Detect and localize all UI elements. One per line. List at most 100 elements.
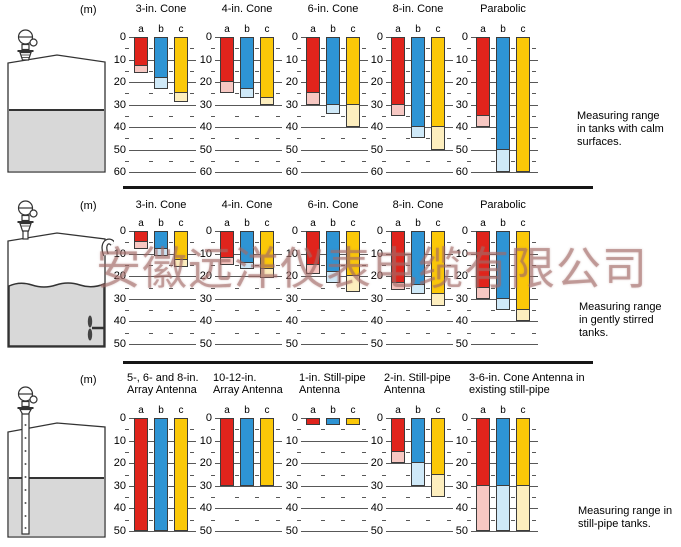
minor-tick [276, 497, 280, 499]
chart-title: 5-, 6- and 8-in. [127, 372, 199, 384]
minor-tick [321, 264, 325, 266]
minor-tick [406, 287, 410, 289]
bar-letter: b [158, 405, 164, 416]
minor-tick [321, 287, 325, 289]
minor-tick [382, 519, 386, 521]
minor-tick [467, 474, 471, 476]
bar-letter: c [178, 405, 184, 416]
bar-b-extended [496, 297, 510, 311]
axis-label: 20 [370, 457, 383, 470]
axis-label: 0 [291, 31, 298, 43]
bar-a-solid [476, 418, 490, 486]
bar-c-solid [346, 37, 360, 105]
axis-label: 30 [370, 98, 383, 111]
bar-a-extended [391, 281, 405, 290]
axis-label: 60 [455, 166, 468, 178]
caption-still-pipe-tanks: Measuring range in still-pipe tanks. [578, 505, 673, 531]
bar-c-solid [346, 418, 360, 425]
minor-tick [426, 160, 430, 162]
gridline [129, 172, 196, 173]
bar-letter: b [415, 24, 421, 35]
radar-transmitter-icon [17, 386, 38, 415]
gridline [215, 172, 282, 173]
minor-tick [447, 70, 451, 72]
axis-label: 0 [205, 225, 212, 237]
minor-tick [235, 429, 239, 431]
axis-label: 10 [199, 247, 212, 260]
gridline [301, 37, 308, 38]
minor-tick [362, 474, 366, 476]
axis-label: 10 [285, 434, 298, 447]
bar-c-solid [431, 231, 445, 295]
minor-tick [321, 310, 325, 312]
minor-tick [382, 429, 386, 431]
bar-c-extended [346, 103, 360, 127]
bar-a-extended [476, 286, 490, 299]
minor-tick [255, 115, 259, 117]
bar-a-solid [306, 37, 320, 94]
gridline [215, 344, 282, 345]
minor-tick [362, 310, 366, 312]
bar-b-solid [240, 231, 254, 263]
minor-tick [511, 138, 515, 140]
minor-tick [382, 138, 386, 140]
minor-tick [149, 93, 153, 95]
minor-tick [255, 160, 259, 162]
minor-tick [125, 310, 129, 312]
bar-c-extended [431, 126, 445, 150]
bar-letter: a [480, 218, 486, 229]
bar-b-solid [496, 37, 510, 150]
bar-letter: a [138, 24, 144, 35]
gridline [386, 37, 393, 38]
axis-label: 60 [285, 166, 298, 178]
axis-label: 50 [285, 143, 298, 156]
bar-b-solid [154, 231, 168, 250]
gridline [386, 149, 453, 151]
bar-b-solid [496, 418, 510, 486]
radar-transmitter-icon [17, 200, 38, 240]
minor-tick [297, 287, 301, 289]
bar-b-solid [326, 37, 340, 105]
bar-b-extended [411, 462, 425, 486]
axis-label: 20 [455, 76, 468, 88]
bar-letter: c [264, 24, 270, 35]
bar-a-solid [391, 418, 405, 452]
minor-tick [149, 429, 153, 431]
minor-tick [276, 138, 280, 140]
minor-tick [297, 519, 301, 521]
minor-tick [149, 115, 153, 117]
minor-tick [125, 474, 129, 476]
minor-tick [341, 332, 345, 334]
axis-label: 60 [370, 166, 383, 178]
minor-tick [297, 310, 301, 312]
axis-label: 10 [455, 247, 468, 260]
bar-b-solid [154, 418, 168, 531]
minor-tick [211, 115, 215, 117]
minor-tick [297, 264, 301, 266]
minor-tick [426, 48, 430, 50]
minor-tick [491, 264, 495, 266]
bar-c-solid [260, 418, 274, 486]
minor-tick [149, 310, 153, 312]
axis-label: 40 [199, 315, 212, 328]
axis-label: 20 [199, 270, 212, 283]
minor-tick [169, 519, 173, 521]
bar-letter: a [224, 405, 230, 416]
minor-tick [169, 93, 173, 95]
minor-tick [426, 332, 430, 334]
bar-letter: b [244, 218, 250, 229]
bar-b-extended [240, 87, 254, 98]
minor-tick [125, 287, 129, 289]
gridline [215, 298, 282, 300]
minor-tick [169, 497, 173, 499]
bar-c-solid [516, 231, 530, 311]
bar-c-solid [174, 37, 188, 94]
minor-tick [491, 93, 495, 95]
minor-tick [467, 115, 471, 117]
axis-label: 20 [285, 457, 298, 470]
gridline [129, 127, 196, 128]
axis-label: 50 [199, 338, 212, 350]
minor-tick [297, 429, 301, 431]
minor-tick [382, 287, 386, 289]
bar-letter: c [350, 218, 356, 229]
